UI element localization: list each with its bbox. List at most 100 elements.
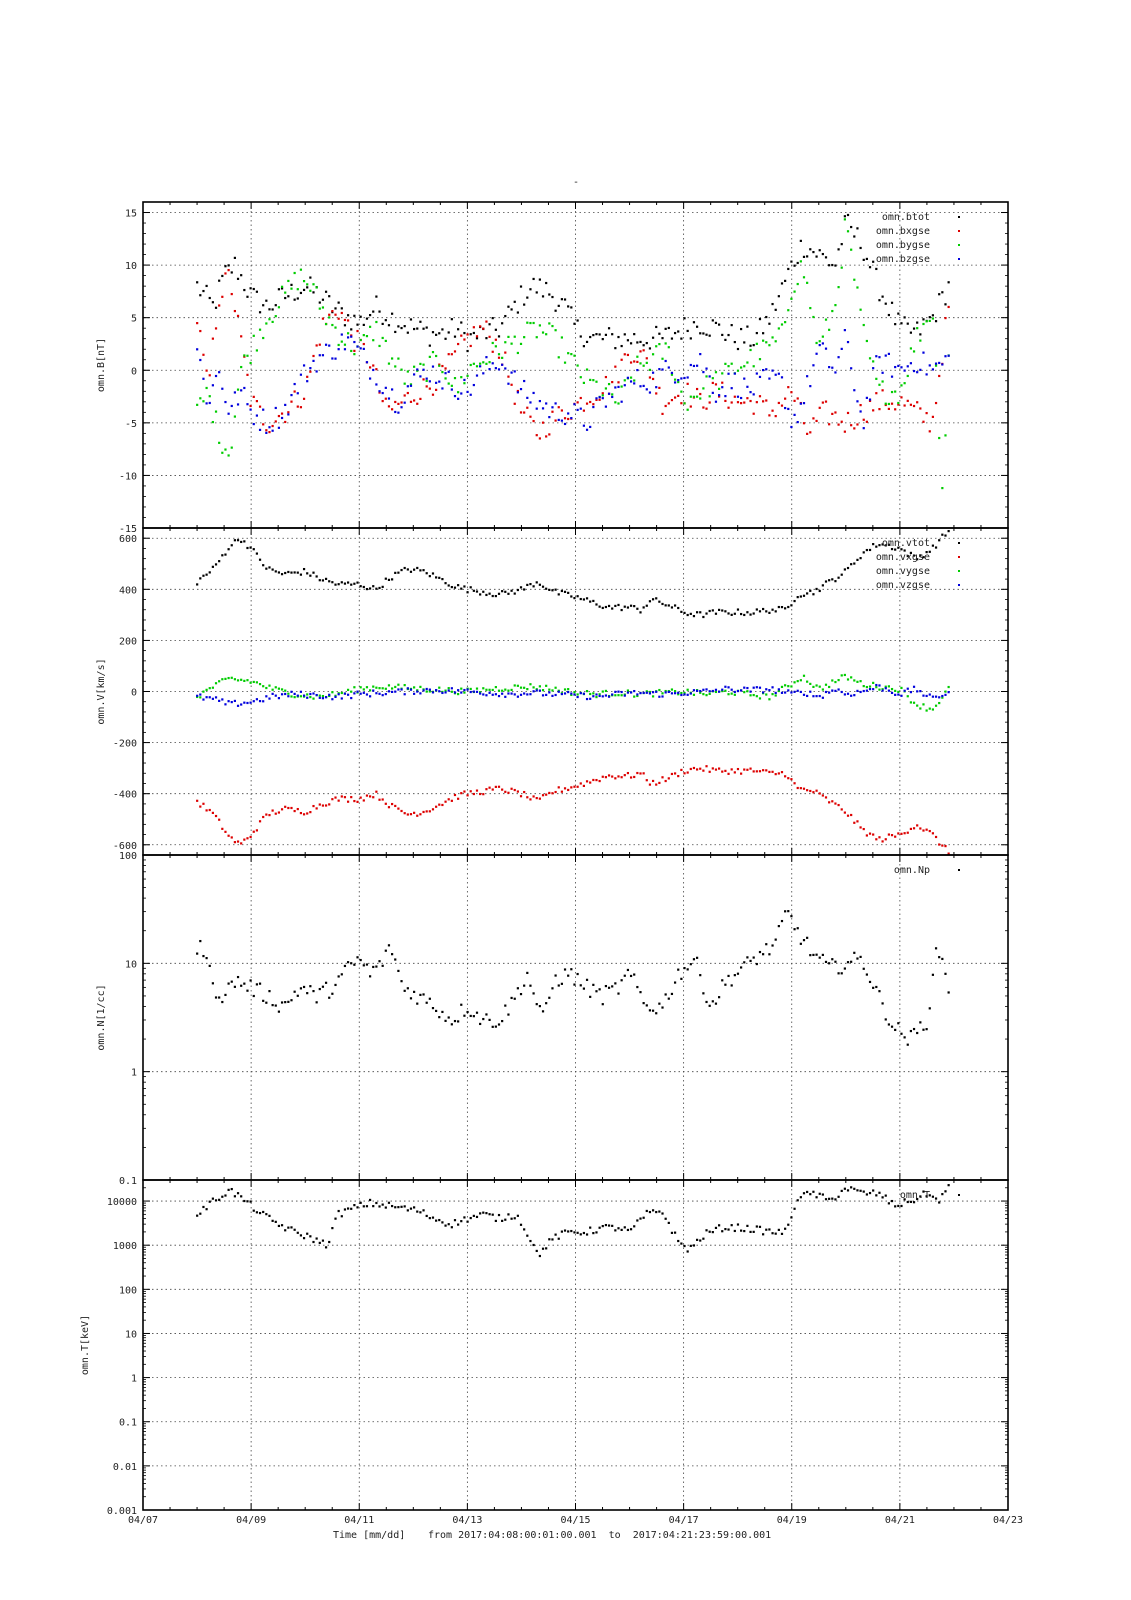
data-point-omn-vtot (321, 579, 325, 582)
data-point-omn-bzgse (516, 391, 519, 394)
data-point-omn-bxgse (765, 399, 768, 402)
data-point-omn-vxgse (815, 789, 818, 792)
data-point-omn-vygse (413, 686, 416, 689)
data-point-omn-bxgse (554, 419, 557, 422)
data-point-omn-vtot (881, 543, 884, 546)
data-point-omn-bygse (384, 339, 387, 343)
data-point-omn-vxgse (906, 831, 909, 834)
legend-marker (958, 584, 960, 586)
data-point-omn-btot (328, 295, 331, 298)
data-point-omn-btot (472, 331, 475, 335)
data-point-omn-vzgse (639, 691, 642, 695)
data-point-omn-bygse (695, 395, 699, 398)
data-point-omn-btot (639, 340, 642, 344)
data-point-omn-btot (265, 299, 268, 302)
data-point-omn-vtot (554, 588, 557, 591)
y-tick-label: 200 (119, 636, 137, 647)
y-tick-label: -200 (113, 739, 137, 750)
data-point-omn-vtot (218, 560, 221, 563)
data-point-omn-bxgse (887, 407, 890, 411)
data-point-omn-bzgse (831, 366, 834, 369)
data-point-omn-vtot (485, 593, 488, 597)
data-point-omn-bygse (702, 387, 705, 390)
data-point-omn-vzgse (199, 693, 202, 696)
data-point-omn-bzgse (780, 376, 784, 379)
data-point-omn-btot (909, 331, 913, 334)
data-point-omn-bzgse (538, 399, 541, 403)
data-point-omn-Np (469, 1014, 472, 1018)
data-point-omn-bygse (479, 362, 482, 365)
data-point-omn-bygse (353, 353, 356, 356)
data-point-omn-vzgse (680, 693, 683, 697)
data-point-omn-bxgse (306, 375, 309, 378)
data-point-omn-bygse (714, 371, 718, 374)
data-point-omn-vxgse (648, 783, 652, 786)
data-point-omn-bygse (444, 377, 447, 380)
data-point-omn-vxgse (255, 829, 259, 832)
data-point-omn-vzgse (378, 692, 381, 695)
data-point-omn-vygse (912, 701, 916, 704)
data-point-omn-bzgse (475, 374, 479, 377)
data-point-omn-T (611, 1224, 614, 1227)
data-point-omn-bxgse (809, 431, 812, 434)
data-point-omn-Np (579, 984, 582, 987)
data-point-omn-bzgse (444, 372, 447, 375)
data-point-omn-T (221, 1195, 224, 1198)
data-point-omn-vygse (340, 691, 343, 695)
data-point-omn-vzgse (368, 695, 372, 698)
data-point-omn-btot (648, 347, 652, 350)
data-point-omn-vtot (557, 593, 560, 596)
data-point-omn-bzgse (419, 375, 422, 378)
data-point-omn-Np (227, 982, 230, 985)
data-point-omn-T (233, 1195, 236, 1198)
data-point-omn-vygse (346, 688, 350, 691)
data-point-omn-vygse (636, 694, 639, 698)
data-point-omn-bygse (252, 334, 255, 337)
data-point-omn-bxgse (472, 326, 475, 329)
data-point-omn-bxgse (837, 423, 840, 426)
data-point-omn-vygse (853, 679, 856, 682)
data-point-omn-vzgse (768, 689, 771, 692)
data-point-omn-bxgse (381, 399, 384, 403)
data-point-omn-T (614, 1229, 617, 1232)
data-point-omn-bzgse (318, 354, 321, 357)
data-point-omn-bxgse (702, 406, 705, 409)
data-point-omn-vxgse (695, 768, 699, 771)
data-point-omn-T (516, 1214, 519, 1217)
data-point-omn-Np (293, 990, 296, 993)
data-point-omn-bzgse (425, 377, 428, 380)
data-point-omn-bygse (944, 434, 947, 437)
data-point-omn-vxgse (469, 790, 472, 793)
data-point-omn-vtot (818, 589, 821, 593)
data-point-omn-bzgse (346, 336, 350, 339)
data-point-omn-btot (733, 340, 736, 344)
data-point-omn-vygse (875, 686, 878, 689)
data-point-omn-btot (243, 288, 246, 292)
data-point-omn-T (579, 1233, 582, 1236)
data-point-omn-vtot (450, 585, 453, 589)
data-point-omn-bygse (516, 351, 519, 355)
data-point-omn-Np (626, 968, 630, 972)
data-point-omn-vygse (670, 688, 674, 691)
data-point-omn-vygse (353, 686, 356, 689)
data-point-omn-T (337, 1209, 340, 1213)
data-point-omn-vzgse (890, 691, 894, 695)
data-point-omn-bzgse (884, 354, 887, 357)
data-point-omn-bygse (258, 328, 262, 331)
data-point-omn-vygse (384, 687, 387, 690)
data-point-omn-vxgse (570, 786, 573, 789)
data-point-omn-vzgse (774, 691, 777, 695)
data-point-omn-Np (516, 987, 519, 990)
data-point-omn-vtot (501, 590, 504, 593)
data-point-omn-bxgse (793, 399, 796, 402)
data-point-omn-T (356, 1206, 359, 1209)
data-point-omn-T (799, 1196, 802, 1199)
data-point-omn-Np (695, 956, 699, 959)
data-point-omn-bzgse (894, 365, 897, 369)
data-point-omn-vxgse (368, 795, 372, 798)
data-point-omn-T (523, 1228, 526, 1231)
data-point-omn-bzgse (243, 386, 246, 390)
data-point-omn-bygse (796, 282, 799, 286)
data-point-omn-bzgse (227, 412, 230, 415)
data-point-omn-Np (501, 1019, 504, 1023)
